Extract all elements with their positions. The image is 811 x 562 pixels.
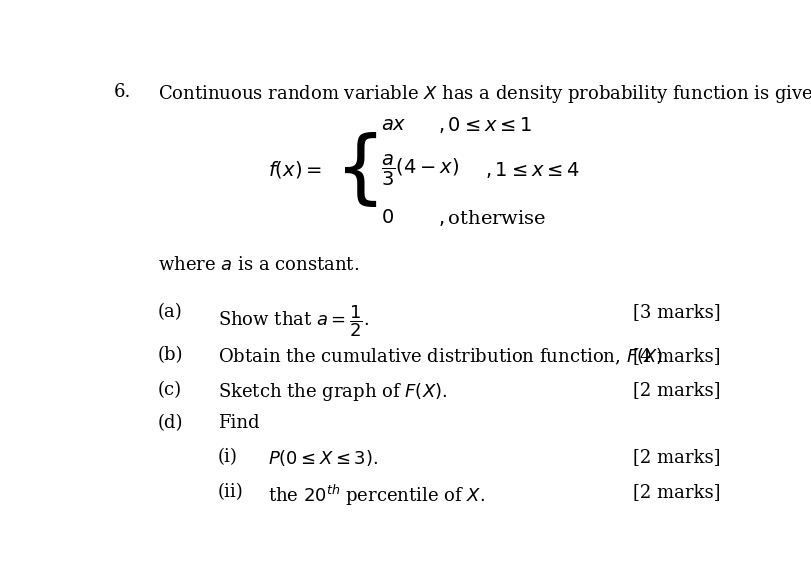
Text: $\{$: $\{$ [334,131,377,210]
Text: [3 marks]: [3 marks] [633,303,720,321]
Text: [4 marks]: [4 marks] [633,347,720,365]
Text: Sketch the graph of $F\left(X\right).$: Sketch the graph of $F\left(X\right).$ [217,381,447,403]
Text: the $20^{th}$ percentile of $X.$: the $20^{th}$ percentile of $X.$ [268,483,485,508]
Text: Continuous random variable $X$ has a density probability function is given by: Continuous random variable $X$ has a den… [158,83,811,105]
Text: (a): (a) [158,303,182,321]
Text: [2 marks]: [2 marks] [633,381,720,399]
Text: $\dfrac{a}{3}(4-x)$: $\dfrac{a}{3}(4-x)$ [381,153,459,188]
Text: $0$: $0$ [381,209,394,227]
Text: (ii): (ii) [217,483,243,501]
Text: [2 marks]: [2 marks] [633,483,720,501]
Text: 6.: 6. [114,83,131,101]
Text: Show that $a=\dfrac{1}{2}.$: Show that $a=\dfrac{1}{2}.$ [217,303,369,339]
Text: [2 marks]: [2 marks] [633,448,720,466]
Text: $ax$: $ax$ [381,116,407,134]
Text: $P\left(0\leq X\leq3\right).$: $P\left(0\leq X\leq3\right).$ [268,448,378,468]
Text: (c): (c) [158,381,182,399]
Text: Find: Find [217,414,260,432]
Text: $,$otherwise: $,$otherwise [438,208,546,228]
Text: $,1\leq x\leq4$: $,1\leq x\leq4$ [485,160,580,180]
Text: (d): (d) [158,414,183,432]
Text: (b): (b) [158,347,183,365]
Text: $,0\leq x\leq1$: $,0\leq x\leq1$ [438,115,532,134]
Text: (i): (i) [217,448,238,466]
Text: where $a$ is a constant.: where $a$ is a constant. [158,256,359,274]
Text: $f\left(x\right)=$: $f\left(x\right)=$ [268,158,322,180]
Text: Obtain the cumulative distribution function, $F\left(X\right).$: Obtain the cumulative distribution funct… [217,347,668,367]
